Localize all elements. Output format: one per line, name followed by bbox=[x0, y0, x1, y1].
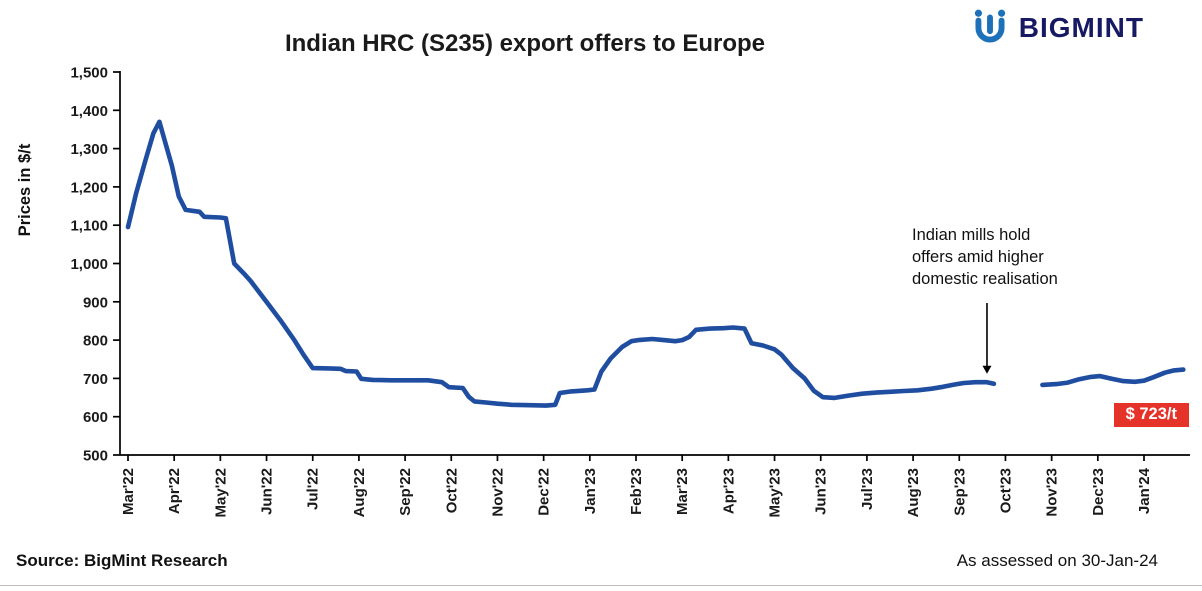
annotation-text: Indian mills hold offers amid higher dom… bbox=[912, 226, 1058, 288]
svg-text:Dec'23: Dec'23 bbox=[1090, 468, 1107, 516]
svg-text:Jan'23: Jan'23 bbox=[582, 468, 599, 514]
svg-text:Nov'22: Nov'22 bbox=[489, 468, 506, 517]
svg-text:Aug'23: Aug'23 bbox=[905, 468, 922, 517]
latest-price-badge: $ 723/t bbox=[1113, 403, 1189, 427]
svg-text:May'22: May'22 bbox=[212, 468, 229, 517]
y-axis-ticks: 500 600 700 800 900 1,000 1,100 1,200 1,300 1,400… bbox=[70, 65, 120, 465]
svg-text:Apr'22: Apr'22 bbox=[166, 468, 183, 514]
price-line-series bbox=[125, 119, 1186, 408]
svg-text:Jan'24: Jan'24 bbox=[1136, 467, 1153, 514]
svg-text:Oct'23: Oct'23 bbox=[997, 468, 1014, 513]
svg-text:Jun'22: Jun'22 bbox=[259, 468, 276, 515]
svg-text:800: 800 bbox=[83, 333, 108, 350]
bigmint-logo: BIGMINT bbox=[970, 8, 1144, 48]
svg-text:1,300: 1,300 bbox=[70, 141, 108, 158]
svg-text:Oct'22: Oct'22 bbox=[443, 468, 460, 513]
svg-text:Jul'23: Jul'23 bbox=[859, 468, 876, 510]
svg-text:Nov'23: Nov'23 bbox=[1044, 468, 1061, 517]
svg-text:Aug'22: Aug'22 bbox=[351, 468, 368, 517]
svg-text:Dec'22: Dec'22 bbox=[536, 468, 553, 516]
chart-title: Indian HRC (S235) export offers to Europ… bbox=[284, 30, 766, 57]
svg-text:1,400: 1,400 bbox=[70, 103, 108, 120]
svg-text:May'23: May'23 bbox=[767, 468, 784, 517]
svg-text:600: 600 bbox=[83, 409, 108, 426]
svg-text:500: 500 bbox=[83, 448, 108, 465]
bigmint-logo-text: BIGMINT bbox=[1018, 12, 1144, 43]
svg-text:Sep'23: Sep'23 bbox=[951, 468, 968, 516]
bigmint-logo-icon bbox=[974, 9, 1005, 43]
svg-text:Mar'23: Mar'23 bbox=[674, 468, 691, 515]
svg-text:700: 700 bbox=[83, 371, 108, 388]
svg-text:Mar'22: Mar'22 bbox=[120, 468, 137, 515]
x-axis-ticks: Mar'22 Apr'22 May'22 Jun'22 Jul'22 Aug'22 Sep'… bbox=[120, 455, 1153, 517]
assessed-date: As assessed on 30-Jan-24 bbox=[956, 551, 1158, 570]
svg-text:Feb'23: Feb'23 bbox=[628, 468, 645, 515]
svg-text:Apr'23: Apr'23 bbox=[720, 468, 737, 514]
svg-text:1,100: 1,100 bbox=[70, 218, 108, 235]
svg-text:900: 900 bbox=[83, 294, 108, 311]
svg-text:Sep'22: Sep'22 bbox=[397, 468, 414, 516]
annotation-arrow bbox=[982, 303, 992, 374]
svg-text:1,200: 1,200 bbox=[70, 179, 108, 196]
svg-text:1,000: 1,000 bbox=[70, 256, 108, 273]
svg-text:1,500: 1,500 bbox=[70, 65, 108, 82]
svg-text:Jul'22: Jul'22 bbox=[305, 468, 322, 510]
bottom-divider bbox=[0, 585, 1202, 586]
source-note: Source: BigMint Research bbox=[16, 551, 228, 570]
y-axis-label: Prices in $/t bbox=[16, 143, 34, 236]
svg-text:Jun'23: Jun'23 bbox=[813, 468, 830, 515]
